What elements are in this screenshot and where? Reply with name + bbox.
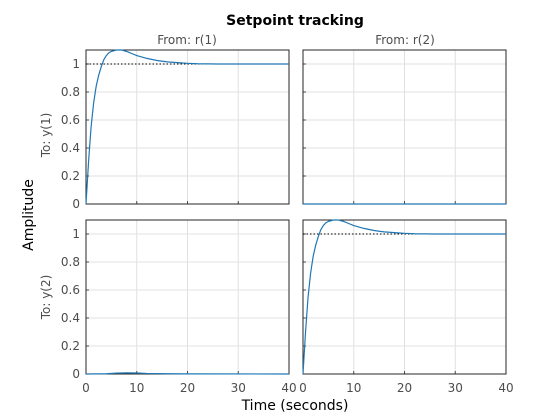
x-tick-label: 30: [231, 381, 246, 395]
column-label-r1: From: r(1): [157, 33, 217, 47]
subplot-panel-2-1: 00.20.40.60.810 10 20 30 40: [61, 219, 297, 395]
x-axis-label: Time (seconds): [241, 398, 349, 414]
x-tick-label: 30: [448, 381, 463, 395]
subplot-panel-2-2: 0 10 20 30 40: [299, 219, 514, 395]
x-tick-label: 40: [281, 381, 296, 395]
y-tick-label: 0.4: [61, 141, 80, 155]
response-line: [85, 372, 290, 375]
subplot-panel-1-1: 0 0.2 0.4 0.6 0.8 1: [61, 49, 290, 211]
y-tick-label: 0: [72, 367, 80, 381]
response-line: [302, 219, 506, 375]
column-label-r2: From: r(2): [375, 33, 435, 47]
x-tick-label: 40: [498, 381, 513, 395]
row-label-y2: To: y(2): [39, 275, 53, 321]
axes-box: [85, 49, 290, 205]
row-label-y1: To: y(1): [39, 113, 53, 159]
y-tick-label: 0.2: [61, 339, 80, 353]
x-tick-label: 0: [82, 381, 90, 395]
y-tick-label: 0.2: [61, 169, 80, 183]
x-tick-label: 10: [346, 381, 361, 395]
y-tick-label: 0.8: [61, 255, 80, 269]
axes-box: [302, 219, 507, 375]
chart-title: Setpoint tracking: [226, 13, 364, 29]
y-axis-label: Amplitude: [21, 179, 37, 251]
y-tick-label: 0: [72, 197, 80, 211]
x-tick-label: 20: [180, 381, 195, 395]
y-tick-label: 0.6: [61, 113, 80, 127]
y-tick-label: 1: [72, 57, 80, 71]
x-tick-label: 20: [397, 381, 412, 395]
subplot-panel-1-2: [302, 49, 507, 205]
y-tick-label: 1: [72, 227, 80, 241]
y-tick-label: 0.6: [61, 283, 80, 297]
y-tick-label: 0.4: [61, 311, 80, 325]
x-tick-label: 0: [299, 381, 307, 395]
y-tick-label: 0.8: [61, 85, 80, 99]
response-line: [85, 49, 289, 205]
x-tick-label: 10: [129, 381, 144, 395]
